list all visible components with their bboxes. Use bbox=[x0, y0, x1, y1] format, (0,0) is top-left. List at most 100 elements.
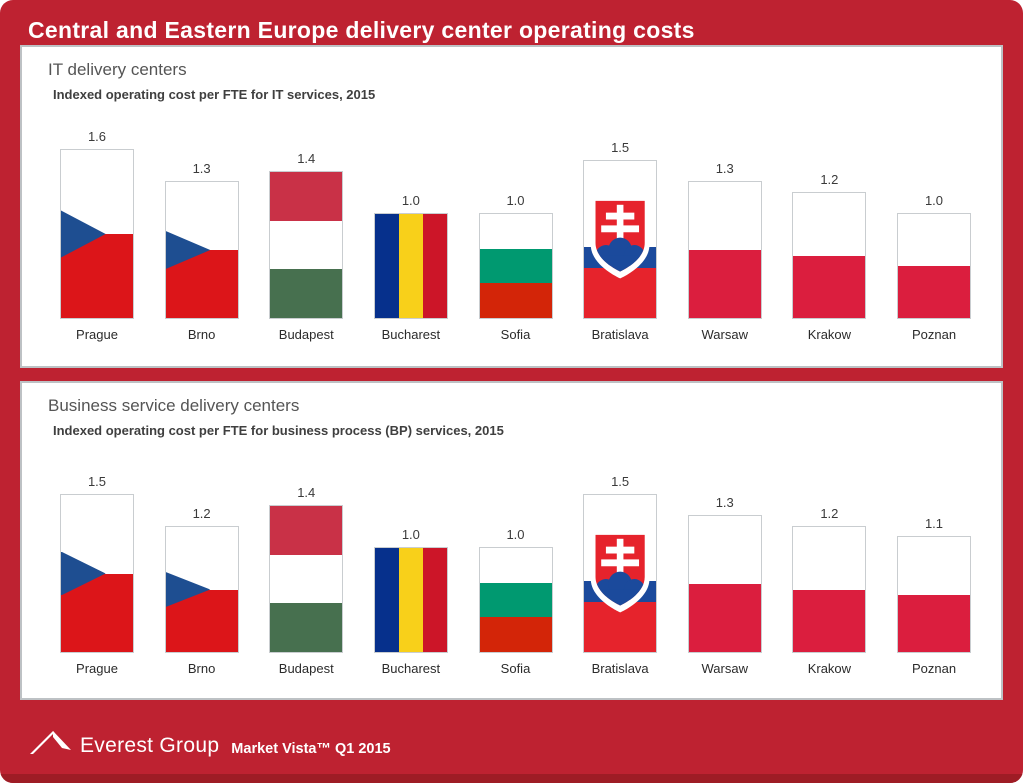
bar-value-label: 1.4 bbox=[297, 151, 316, 166]
flag-hungary-green-band bbox=[270, 269, 343, 318]
flag-bar-bulgaria bbox=[478, 213, 553, 319]
flag-bar-slovakia bbox=[583, 160, 658, 319]
everest-group-logo: Everest Group bbox=[28, 730, 220, 758]
flag-poland-red-band bbox=[898, 266, 970, 318]
bar-value-label: 1.1 bbox=[924, 516, 944, 531]
flag-hungary-red-band bbox=[270, 506, 343, 555]
city-label: Bucharest bbox=[381, 327, 441, 342]
city-label: Warsaw bbox=[701, 661, 748, 676]
flag-bulgaria-green-band bbox=[479, 582, 552, 618]
city-label: Bucharest bbox=[381, 661, 441, 676]
flag-bar-poland bbox=[687, 515, 762, 653]
panel-heading: IT delivery centers bbox=[48, 60, 187, 79]
bar-column-bratislava: 1.5 Bratislava bbox=[583, 140, 658, 342]
bar-column-brno: 1.3 Brno bbox=[164, 161, 239, 342]
bar-column-budapest: 1.4 Budapest bbox=[269, 151, 344, 342]
bottom-accent-strip bbox=[0, 774, 1023, 783]
flag-bar-czech bbox=[60, 494, 134, 653]
flag-bar-bulgaria bbox=[478, 547, 553, 653]
flag-romania-red-band bbox=[422, 548, 447, 652]
bar-value-label: 1.3 bbox=[715, 161, 734, 176]
bar-value-label: 1.2 bbox=[820, 172, 839, 187]
bar-value-label: 1.3 bbox=[715, 495, 734, 510]
flag-poland-red-band bbox=[688, 584, 761, 652]
page-title: Central and Eastern Europe delivery cent… bbox=[28, 17, 695, 43]
flag-bar-czech bbox=[60, 149, 134, 319]
flag-bulgaria-green-band bbox=[479, 248, 552, 284]
mountain-peak-icon bbox=[30, 730, 71, 754]
city-label: Sofia bbox=[500, 661, 531, 676]
flag-bar-romania bbox=[373, 547, 448, 653]
city-label: Krakow bbox=[807, 661, 852, 676]
flag-bar-czech bbox=[164, 526, 239, 653]
flag-bar-czech bbox=[164, 181, 239, 319]
bar-column-sofia: 1.0 Sofia bbox=[478, 193, 553, 342]
bar-column-warsaw: 1.3 Warsaw bbox=[687, 495, 762, 676]
bar-column-prague: 1.5 Prague bbox=[60, 474, 134, 676]
bar-column-bucharest: 1.0 Bucharest bbox=[373, 527, 448, 676]
city-label: Sofia bbox=[500, 327, 531, 342]
city-label: Warsaw bbox=[701, 327, 748, 342]
panel-heading: Business service delivery centers bbox=[48, 396, 300, 415]
panel-subtitle: Indexed operating cost per FTE for IT se… bbox=[53, 87, 376, 102]
city-label: Budapest bbox=[278, 327, 334, 342]
city-label: Prague bbox=[76, 327, 118, 342]
bar-column-bucharest: 1.0 Bucharest bbox=[373, 193, 448, 342]
flag-romania-yellow-band bbox=[398, 548, 423, 652]
flag-poland-red-band bbox=[898, 594, 970, 652]
bar-value-label: 1.6 bbox=[87, 129, 107, 144]
bar-value-label: 1.2 bbox=[820, 506, 839, 521]
city-label: Poznan bbox=[911, 661, 957, 676]
bar-value-label: 1.5 bbox=[611, 474, 630, 489]
city-label: Brno bbox=[187, 661, 216, 676]
bar-value-label: 1.0 bbox=[924, 193, 944, 208]
bar-column-sofia: 1.0 Sofia bbox=[478, 527, 553, 676]
city-label: Krakow bbox=[807, 327, 852, 342]
panel-business-service-centers: Business service delivery centers Indexe… bbox=[20, 381, 1003, 700]
bar-value-label: 1.2 bbox=[192, 506, 211, 521]
city-label: Bratislava bbox=[591, 661, 649, 676]
slovakia-coat-of-arms-icon bbox=[590, 529, 650, 613]
flag-bar-poland bbox=[687, 181, 762, 319]
bar-column-krakow: 1.2 Krakow bbox=[792, 506, 867, 676]
city-label: Budapest bbox=[278, 661, 334, 676]
flag-bar-slovakia bbox=[583, 494, 658, 653]
flag-bulgaria-red-band bbox=[479, 617, 552, 652]
city-label: Bratislava bbox=[591, 327, 649, 342]
bar-column-krakow: 1.2 Krakow bbox=[792, 172, 867, 342]
flag-romania-blue-band bbox=[374, 548, 399, 652]
flag-bar-romania bbox=[373, 213, 448, 319]
flag-bar-poland bbox=[792, 526, 867, 653]
it-cost-bar-chart: 1.6 Prague 1.3 Brno 1.4 Budapest 1.0 Bucharest 1… bbox=[22, 129, 1001, 342]
bar-column-bratislava: 1.5 Bratislava bbox=[583, 474, 658, 676]
flag-romania-yellow-band bbox=[398, 214, 423, 318]
flag-bar-poland bbox=[897, 536, 971, 653]
flag-poland-red-band bbox=[688, 250, 761, 318]
flag-poland-red-band bbox=[793, 255, 866, 318]
bar-value-label: 1.0 bbox=[506, 527, 525, 542]
city-label: Brno bbox=[187, 327, 216, 342]
bar-column-warsaw: 1.3 Warsaw bbox=[687, 161, 762, 342]
bar-value-label: 1.0 bbox=[401, 193, 420, 208]
bar-value-label: 1.4 bbox=[297, 485, 316, 500]
footer-caption: Market Vista™ Q1 2015 bbox=[231, 740, 391, 757]
slovakia-coat-of-arms-icon bbox=[590, 195, 650, 279]
logo-text: Everest Group bbox=[80, 733, 220, 757]
panel-subtitle: Indexed operating cost per FTE for busin… bbox=[53, 423, 504, 438]
flag-bar-poland bbox=[897, 213, 971, 319]
flag-bulgaria-red-band bbox=[479, 283, 552, 318]
flag-hungary-red-band bbox=[270, 172, 343, 221]
bar-column-poznan: 1.0 Poznan bbox=[897, 193, 971, 342]
flag-bar-hungary bbox=[269, 505, 344, 653]
flag-hungary-green-band bbox=[270, 603, 343, 652]
flag-romania-red-band bbox=[422, 214, 447, 318]
flag-romania-blue-band bbox=[374, 214, 399, 318]
bar-value-label: 1.0 bbox=[506, 193, 525, 208]
flag-bar-poland bbox=[792, 192, 867, 319]
footer: Everest Group Market Vista™ Q1 2015 bbox=[0, 717, 1023, 774]
bar-column-poznan: 1.1 Poznan bbox=[897, 516, 971, 676]
flag-poland-red-band bbox=[793, 589, 866, 652]
bar-column-brno: 1.2 Brno bbox=[164, 506, 239, 676]
bp-cost-bar-chart: 1.5 Prague 1.2 Brno 1.4 Budapest 1.0 Bucharest 1… bbox=[22, 474, 1001, 676]
